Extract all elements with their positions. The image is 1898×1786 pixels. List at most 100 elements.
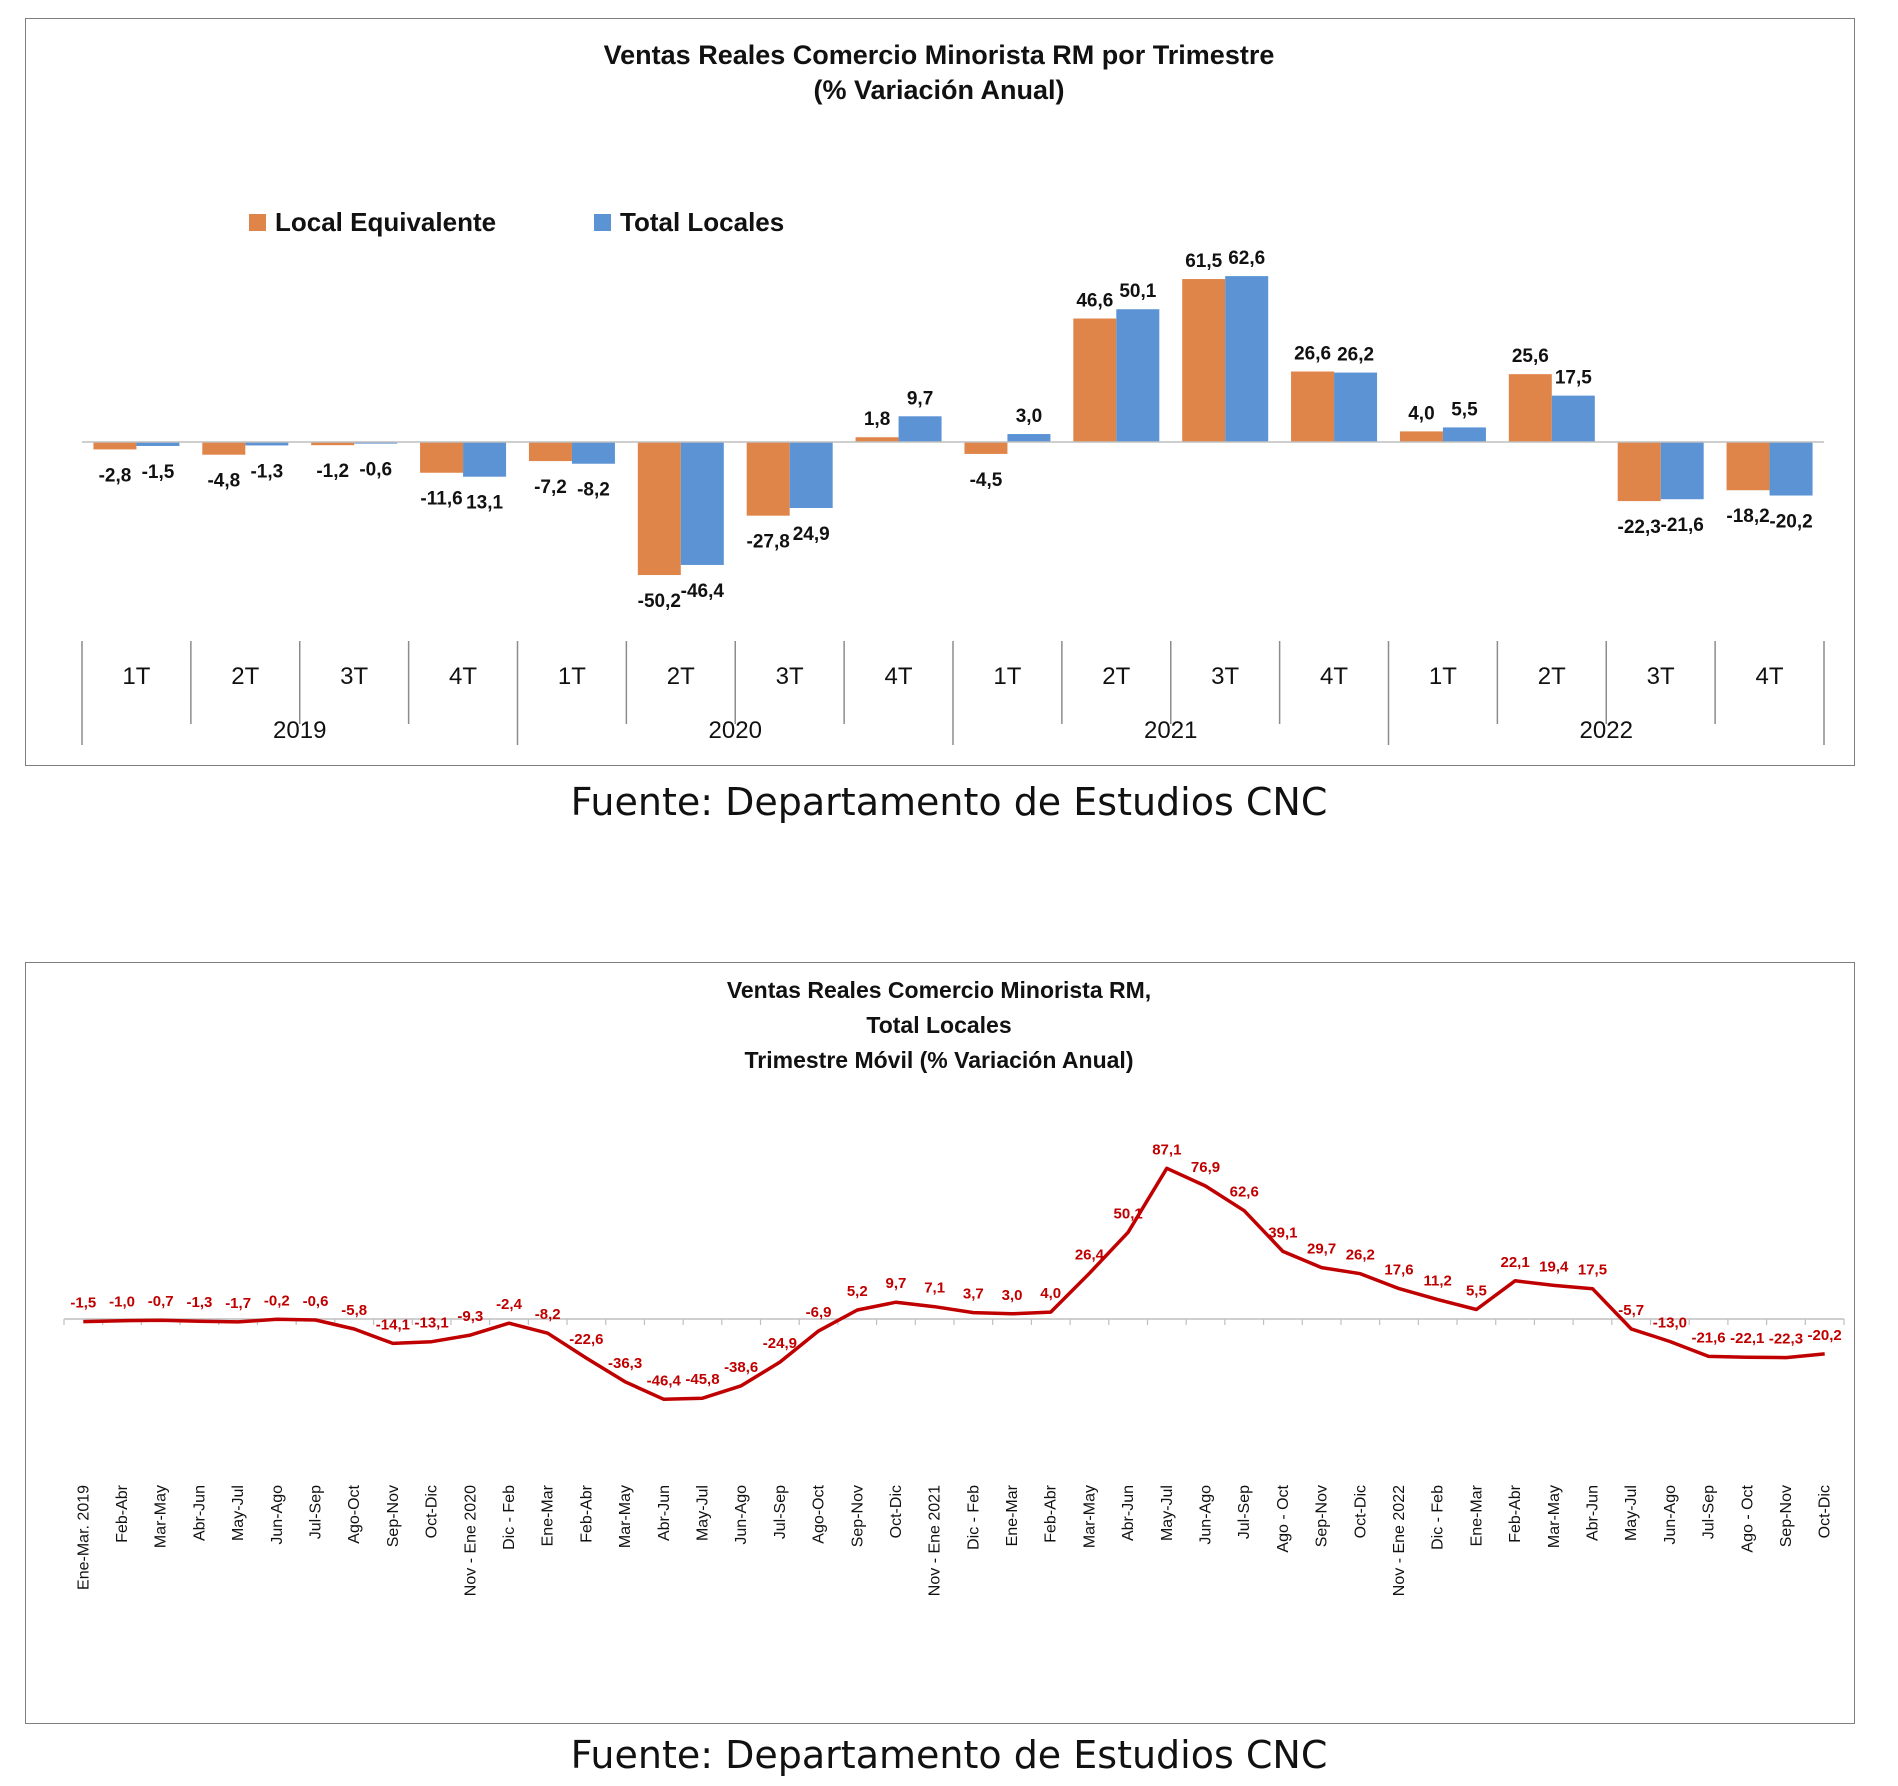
data-label: 17,5 xyxy=(1578,1262,1607,1279)
group-label: 2021 xyxy=(1144,717,1197,744)
bar xyxy=(746,442,790,516)
bar xyxy=(463,442,507,477)
x-tick-label: Oct-Dic xyxy=(1817,1485,1834,1538)
data-label: -22,3 xyxy=(1618,517,1661,538)
x-tick-label: Feb-Abr xyxy=(114,1484,131,1542)
bar xyxy=(1225,276,1269,442)
category-label: 1T xyxy=(122,663,150,690)
data-label: -50,2 xyxy=(638,591,681,612)
data-label: 3,0 xyxy=(1002,1287,1023,1304)
x-tick-label: Ene-Mar xyxy=(1004,1484,1021,1546)
legend-label-2: Total Locales xyxy=(620,207,784,237)
series-line xyxy=(83,1166,1825,1402)
x-tick-label: Feb-Abr xyxy=(578,1484,595,1542)
data-label: -13,0 xyxy=(1653,1314,1687,1331)
x-tick-label: May-Jul xyxy=(694,1485,711,1541)
bar xyxy=(528,442,572,462)
x-tick-label: Ago-Oct xyxy=(811,1484,828,1543)
bar xyxy=(789,442,833,508)
bar xyxy=(1182,279,1226,442)
bar xyxy=(964,442,1008,454)
data-label: -5,8 xyxy=(341,1302,367,1319)
x-tick-label: May-Jul xyxy=(1159,1485,1176,1541)
data-label: -27,8 xyxy=(747,532,790,553)
x-tick-label: Ago - Oct xyxy=(1739,1484,1756,1552)
bar xyxy=(1291,371,1335,442)
data-label: -0,6 xyxy=(359,460,392,481)
data-label: 62,6 xyxy=(1230,1184,1259,1201)
data-label: -14,1 xyxy=(376,1316,410,1333)
data-label: 26,2 xyxy=(1346,1247,1375,1264)
category-label: 4T xyxy=(1320,663,1348,690)
bar xyxy=(1399,431,1443,442)
x-tick-label: Ago-Oct xyxy=(346,1484,363,1543)
data-label: -21,6 xyxy=(1691,1329,1725,1346)
data-label: -2,4 xyxy=(496,1296,523,1313)
data-label: -1,5 xyxy=(142,462,175,483)
data-label: 3,7 xyxy=(963,1286,984,1303)
data-label: 26,6 xyxy=(1294,344,1331,365)
x-tick-label: Abr-Jun xyxy=(191,1485,208,1541)
x-tick-label: Nov - Ene 2022 xyxy=(1391,1485,1408,1596)
data-label: 17,6 xyxy=(1384,1262,1413,1279)
x-tick-label: Sep-Nov xyxy=(1314,1485,1331,1547)
legend-label-1: Local Equivalente xyxy=(275,207,496,237)
data-label: 26,4 xyxy=(1075,1246,1105,1263)
bar xyxy=(354,442,398,444)
bar-chart: Ventas Reales Comercio Minorista RM por … xyxy=(81,40,1825,745)
x-tick-label: Jun-Ago xyxy=(733,1485,750,1545)
x-tick-label: Oct-Dic xyxy=(1352,1485,1369,1538)
data-label: -4,8 xyxy=(207,471,240,492)
group-label: 2019 xyxy=(273,717,326,744)
category-label: 1T xyxy=(993,663,1021,690)
data-label: -22,6 xyxy=(569,1331,603,1348)
x-tick-label: May-Jul xyxy=(1623,1485,1640,1541)
chart-title-line-2: Total Locales xyxy=(866,1012,1011,1038)
bar xyxy=(680,442,724,565)
source-note-1: Fuente: Departamento de Estudios CNC xyxy=(570,780,1328,824)
source-note-2: Fuente: Departamento de Estudios CNC xyxy=(570,1733,1328,1777)
category-label: 3T xyxy=(1211,663,1239,690)
x-tick-label: Oct-Dic xyxy=(888,1485,905,1538)
bar xyxy=(1442,427,1486,442)
x-tick-label: Ene-Mar xyxy=(540,1484,557,1546)
chart-subtitle: (% Variación Anual) xyxy=(813,75,1064,105)
x-tick-label: Abr-Jun xyxy=(1584,1485,1601,1541)
data-label: -1,7 xyxy=(225,1295,251,1312)
data-label: -7,2 xyxy=(534,477,567,498)
x-tick-label: Jul-Sep xyxy=(308,1485,325,1539)
data-label: 7,1 xyxy=(924,1280,945,1297)
data-label: 26,2 xyxy=(1337,345,1374,366)
x-tick-label: Mar-May xyxy=(153,1485,170,1548)
data-label: -22,1 xyxy=(1730,1330,1764,1347)
data-label: -13,1 xyxy=(415,1315,449,1332)
bar xyxy=(1334,372,1378,442)
data-label: 22,1 xyxy=(1500,1254,1529,1271)
x-tick-label: Nov - Ene 2021 xyxy=(927,1485,944,1596)
data-label: -5,7 xyxy=(1618,1302,1644,1319)
x-tick-label: Nov - Ene 2020 xyxy=(462,1485,479,1596)
data-label: -38,6 xyxy=(724,1359,758,1376)
data-label: -24,9 xyxy=(763,1335,797,1352)
data-label: -4,5 xyxy=(970,470,1003,491)
data-label: -8,2 xyxy=(535,1306,561,1323)
data-label: 5,5 xyxy=(1466,1282,1487,1299)
data-label: 29,7 xyxy=(1307,1241,1336,1258)
x-tick-label: Sep-Nov xyxy=(849,1485,866,1547)
data-label: -11,6 xyxy=(420,489,462,510)
data-label: 11,2 xyxy=(1424,1273,1452,1290)
x-tick-label: Feb-Abr xyxy=(1507,1484,1524,1542)
bar xyxy=(420,442,464,473)
data-label: -46,4 xyxy=(647,1372,682,1389)
data-label: -46,4 xyxy=(681,581,725,602)
x-tick-label: Dic - Feb xyxy=(1430,1485,1447,1550)
data-label: 3,0 xyxy=(1016,406,1042,427)
data-label: 9,7 xyxy=(907,388,933,409)
x-tick-label: Jul-Sep xyxy=(772,1485,789,1539)
data-label: 9,7 xyxy=(886,1275,907,1292)
data-label: 5,2 xyxy=(847,1283,868,1300)
data-label: 50,1 xyxy=(1114,1205,1143,1222)
data-label: 24,9 xyxy=(793,524,830,545)
data-label: -45,8 xyxy=(685,1371,719,1388)
data-label: -1,3 xyxy=(187,1294,213,1311)
